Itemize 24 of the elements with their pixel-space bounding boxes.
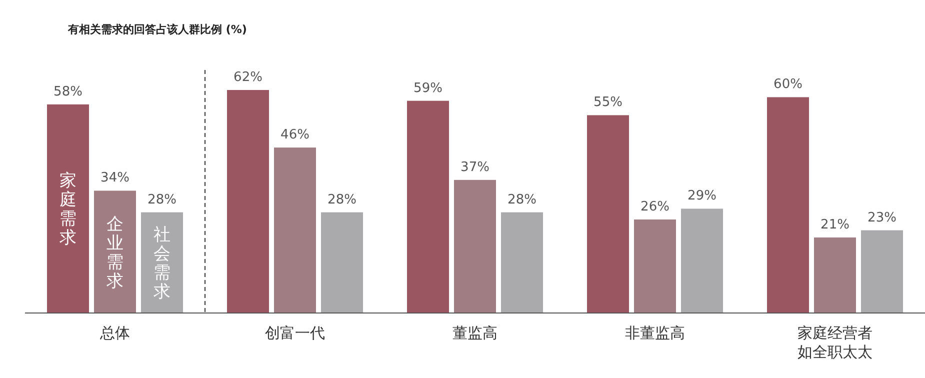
x-tick-label: 董监高	[452, 324, 498, 342]
chart-title: 有相关需求的回答占该人群比例 (%)	[67, 23, 247, 36]
data-label: 58%	[54, 84, 82, 100]
data-label: 28%	[328, 192, 356, 208]
data-label: 21%	[820, 217, 850, 232]
series-label: 家庭需求	[60, 171, 76, 248]
series-label: 社会需求	[154, 225, 170, 302]
data-label: 26%	[640, 199, 670, 214]
data-label: 46%	[280, 128, 310, 143]
data-label: 28%	[508, 192, 536, 208]
data-label: 28%	[148, 192, 176, 208]
data-label: 29%	[688, 188, 716, 204]
x-tick-label: 家庭经营者如全职太太	[798, 324, 872, 361]
x-tick-label: 总体	[99, 324, 130, 342]
data-label: 59%	[414, 80, 442, 96]
data-label: 34%	[100, 170, 130, 186]
series-label: 企业需求	[106, 214, 124, 292]
data-label: 55%	[594, 95, 622, 110]
data-label: 60%	[774, 77, 802, 92]
x-tick-label: 创富一代	[265, 324, 325, 342]
data-label: 62%	[234, 70, 262, 85]
x-tick-label: 非董监高	[625, 324, 685, 342]
data-label: 23%	[868, 210, 896, 226]
data-label: 37%	[460, 160, 490, 175]
